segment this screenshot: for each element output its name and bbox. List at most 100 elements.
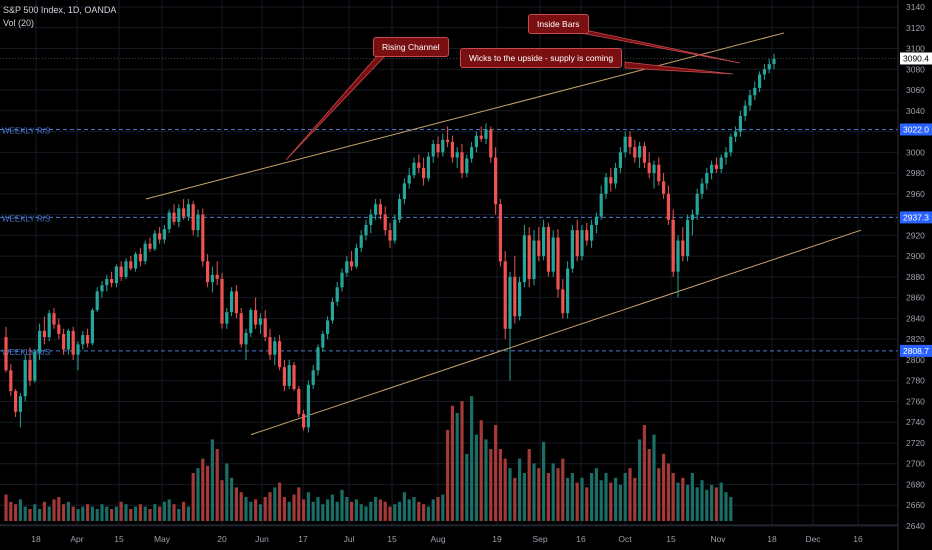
annotation-rising-channel[interactable]: Rising Channel (373, 37, 449, 57)
x-tick-label: 16 (853, 534, 863, 544)
candle-body (234, 291, 238, 314)
candle-body (580, 230, 584, 257)
volume-bar (585, 487, 589, 521)
volume-bar (618, 485, 622, 521)
candle-body (446, 139, 450, 142)
y-tick-label: 3040 (906, 106, 925, 116)
x-tick-label: 15 (387, 534, 397, 544)
price-tags: 3022.0 2937.3 2808.7 3090.4 (900, 52, 932, 357)
level-label-2: WEEKLY R/S (2, 348, 50, 357)
y-tick-label: 2800 (906, 355, 925, 365)
candle-body (527, 235, 531, 279)
volume-bar (302, 499, 306, 521)
candle-body (753, 87, 757, 96)
candle-body (570, 230, 574, 269)
volume-bar (686, 485, 690, 521)
candle-body (662, 181, 666, 194)
candle-body (100, 285, 104, 292)
volume-bar (143, 506, 147, 521)
volume-bar (258, 504, 262, 521)
chart-legend: S&P 500 Index, 1D, OANDA Vol (20) (3, 4, 116, 30)
candle-body (258, 318, 262, 325)
level-tag-bg-2 (900, 344, 932, 357)
volume-bar (321, 504, 325, 521)
volume-bar (489, 449, 493, 521)
volume-bar (100, 504, 104, 521)
candle-body (522, 235, 526, 283)
candle-body (4, 337, 8, 371)
candle-body (239, 313, 243, 345)
volume-bar (556, 468, 560, 521)
candle-body (162, 229, 166, 240)
x-tick-label: 15 (114, 534, 124, 544)
volume-bar (455, 413, 459, 521)
candle-body (633, 147, 637, 158)
volume-bar (254, 499, 258, 521)
volume-bar (220, 480, 224, 521)
volume-bar (594, 468, 598, 521)
candle-body (422, 167, 426, 179)
volume-bar (191, 473, 195, 521)
volume-bar (138, 504, 142, 521)
candle-body (302, 413, 306, 428)
candle-body (311, 370, 315, 385)
volume-bar (498, 449, 502, 521)
volume-bar (76, 509, 80, 521)
candle-body (225, 312, 229, 324)
candle-body (38, 330, 42, 352)
volume-bar (518, 458, 522, 521)
volume-bar (422, 504, 426, 521)
y-axis[interactable]: 2640 2660 2680 2700 2720 2740 2760 2780 2800 2820… (906, 2, 925, 531)
volume-bar (460, 401, 464, 521)
candle-body (158, 233, 162, 240)
candle-body (498, 204, 502, 262)
volume-bar (230, 477, 234, 521)
candle-body (762, 69, 766, 75)
candle-body (474, 135, 478, 148)
candle-body (690, 214, 694, 220)
volume-bar (710, 485, 714, 521)
candle-body (402, 183, 406, 200)
volume-bar (388, 506, 392, 521)
annotation-inside-bars[interactable]: Inside Bars (528, 14, 589, 34)
candle-body (129, 261, 133, 269)
volume-bar (695, 487, 699, 521)
annotation-wicks[interactable]: Wicks to the upside - supply is coming (460, 48, 623, 68)
x-tick-label: 15 (666, 534, 676, 544)
candle-body (62, 333, 66, 350)
candle-body (743, 105, 747, 116)
candle-body (23, 359, 27, 397)
volume-bar (340, 489, 344, 521)
volume-bar (148, 509, 152, 521)
volume-bar (580, 477, 584, 521)
volume-bar (383, 501, 387, 521)
volume-bar (201, 458, 205, 521)
symbol-title[interactable]: S&P 500 Index, 1D, OANDA (3, 5, 117, 15)
volume-bar (90, 506, 94, 521)
candle-body (263, 318, 267, 338)
volume-bar (52, 499, 56, 521)
x-tick-label: Jul (344, 534, 355, 544)
volume-indicator-label[interactable]: Vol (20) (3, 18, 35, 28)
volume-bar (249, 501, 253, 521)
volume-bar (335, 501, 339, 521)
candle-body (695, 193, 699, 215)
candle-body (590, 224, 594, 241)
x-axis[interactable]: 18 Apr 15 May 20 Jun 17 Jul 15 Aug 19 Sep 16 Oct 15 Nov… (31, 534, 863, 544)
y-tick-label: 3000 (906, 147, 925, 157)
volume-bar (14, 504, 18, 521)
volume-bar (623, 473, 627, 521)
candle-body (105, 278, 109, 286)
volume-bar (450, 405, 454, 521)
candle-body (585, 230, 589, 241)
candle-body (182, 208, 186, 217)
volume-bar (566, 477, 570, 521)
candle-body (638, 146, 642, 158)
volume-bar (350, 501, 354, 521)
candle-body (345, 261, 349, 273)
y-tick-label: 2880 (906, 272, 925, 282)
candle-body (417, 162, 421, 168)
candle-body (124, 261, 128, 277)
